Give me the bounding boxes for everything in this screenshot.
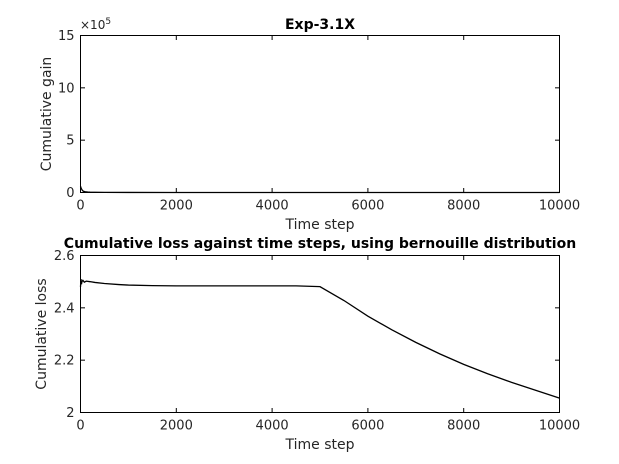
- gain-y-tick-label: 5: [66, 134, 74, 149]
- loss-y-tick-label: 2.2: [54, 354, 75, 369]
- gain-x-tick-label: 0: [76, 199, 84, 214]
- loss-x-tick-label: 8000: [447, 419, 480, 434]
- gain-series-line: [79, 186, 560, 194]
- gain-chart-title: Exp-3.1X: [285, 17, 355, 33]
- loss-chart: Cumulative loss against time steps, usin…: [34, 236, 580, 453]
- gain-x-tick-label: 8000: [447, 199, 480, 214]
- loss-series-line: [79, 278, 560, 399]
- loss-y-tick-label: 2.4: [54, 301, 75, 316]
- loss-y-tick-label: 2.6: [54, 249, 75, 264]
- loss-chart-xlabel: Time step: [285, 437, 355, 453]
- loss-x-tick-label: 2000: [160, 419, 193, 434]
- gain-y-tick-label: 10: [58, 81, 75, 96]
- gain-chart: Exp-3.1X ×105 Cumulative gain Time step …: [39, 17, 580, 233]
- gain-chart-ylabel: Cumulative gain: [39, 57, 55, 172]
- loss-x-tick-label: 0: [76, 419, 84, 434]
- gain-chart-frame: [80, 35, 560, 193]
- loss-y-tick-label: 2: [66, 406, 74, 421]
- gain-y-tick-label: 0: [66, 186, 74, 201]
- gain-x-tick-label: 4000: [256, 199, 289, 214]
- gain-chart-multiplier: ×105: [80, 17, 111, 32]
- gain-x-tick-label: 2000: [160, 199, 193, 214]
- loss-chart-title: Cumulative loss against time steps, usin…: [64, 236, 576, 252]
- loss-chart-ylabel: Cumulative loss: [34, 278, 50, 389]
- gain-chart-xlabel: Time step: [285, 217, 355, 233]
- loss-chart-frame: [80, 255, 560, 413]
- loss-x-tick-label: 4000: [256, 419, 289, 434]
- gain-y-tick-label: 15: [58, 29, 75, 44]
- loss-x-tick-label: 10000: [539, 419, 580, 434]
- gain-x-tick-label: 6000: [351, 199, 384, 214]
- loss-x-tick-label: 6000: [351, 419, 384, 434]
- gain-x-tick-label: 10000: [539, 199, 580, 214]
